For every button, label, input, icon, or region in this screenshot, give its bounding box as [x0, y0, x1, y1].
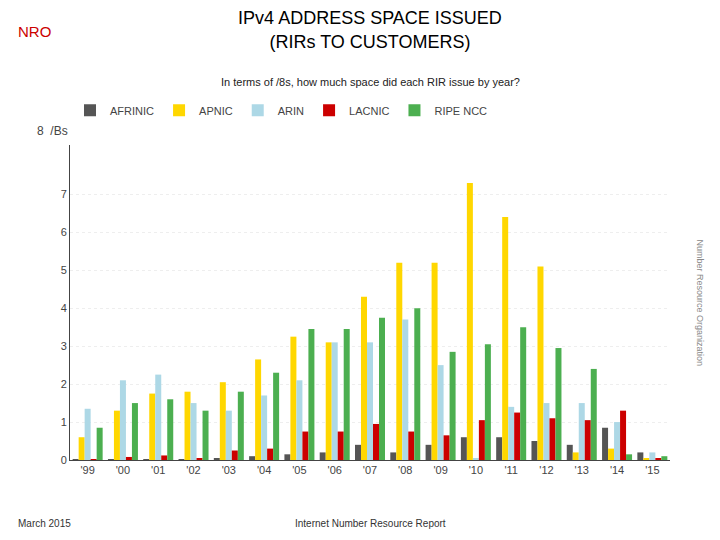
svg-text:'07: '07	[363, 464, 377, 476]
svg-text:'09: '09	[433, 464, 447, 476]
svg-text:'04: '04	[257, 464, 271, 476]
svg-text:'02: '02	[186, 464, 200, 476]
svg-text:5: 5	[61, 264, 67, 276]
svg-text:4: 4	[61, 302, 67, 314]
svg-text:'05: '05	[292, 464, 306, 476]
svg-text:'00: '00	[116, 464, 130, 476]
svg-text:'10: '10	[469, 464, 483, 476]
svg-text:AFRINIC: AFRINIC	[110, 105, 154, 117]
svg-text:'08: '08	[398, 464, 412, 476]
svg-text:ARIN: ARIN	[278, 105, 304, 117]
svg-text:'11: '11	[504, 464, 518, 476]
svg-text:APNIC: APNIC	[199, 105, 233, 117]
svg-text:March 2015: March 2015	[18, 518, 71, 529]
svg-text:Internet Number Resource Repor: Internet Number Resource Report	[295, 518, 446, 529]
svg-text:'14: '14	[610, 464, 624, 476]
svg-text:0: 0	[61, 454, 67, 466]
svg-text:'99: '99	[80, 464, 94, 476]
svg-text:Number Resource Organization: Number Resource Organization	[695, 240, 705, 367]
svg-text:IPv4 ADDRESS SPACE ISSUED(RIRs: IPv4 ADDRESS SPACE ISSUED(RIRs TO CUSTOM…	[238, 8, 502, 51]
svg-text:RIPE NCC: RIPE NCC	[434, 105, 487, 117]
svg-text:2: 2	[61, 378, 67, 390]
svg-text:7: 7	[61, 188, 67, 200]
svg-text:6: 6	[61, 226, 67, 238]
svg-text:'13: '13	[575, 464, 589, 476]
svg-text:'03: '03	[222, 464, 236, 476]
svg-text:In terms of /8s, how much spac: In terms of /8s, how much space did each…	[221, 76, 520, 88]
svg-text:'15: '15	[645, 464, 659, 476]
svg-text:LACNIC: LACNIC	[349, 105, 389, 117]
svg-text:NRO: NRO	[18, 23, 51, 40]
svg-text:'12: '12	[539, 464, 553, 476]
svg-text:1: 1	[61, 416, 67, 428]
svg-text:'01: '01	[151, 464, 165, 476]
svg-text:3: 3	[61, 340, 67, 352]
svg-text:'06: '06	[328, 464, 342, 476]
svg-text:8 /Bs: 8 /Bs	[37, 124, 68, 138]
